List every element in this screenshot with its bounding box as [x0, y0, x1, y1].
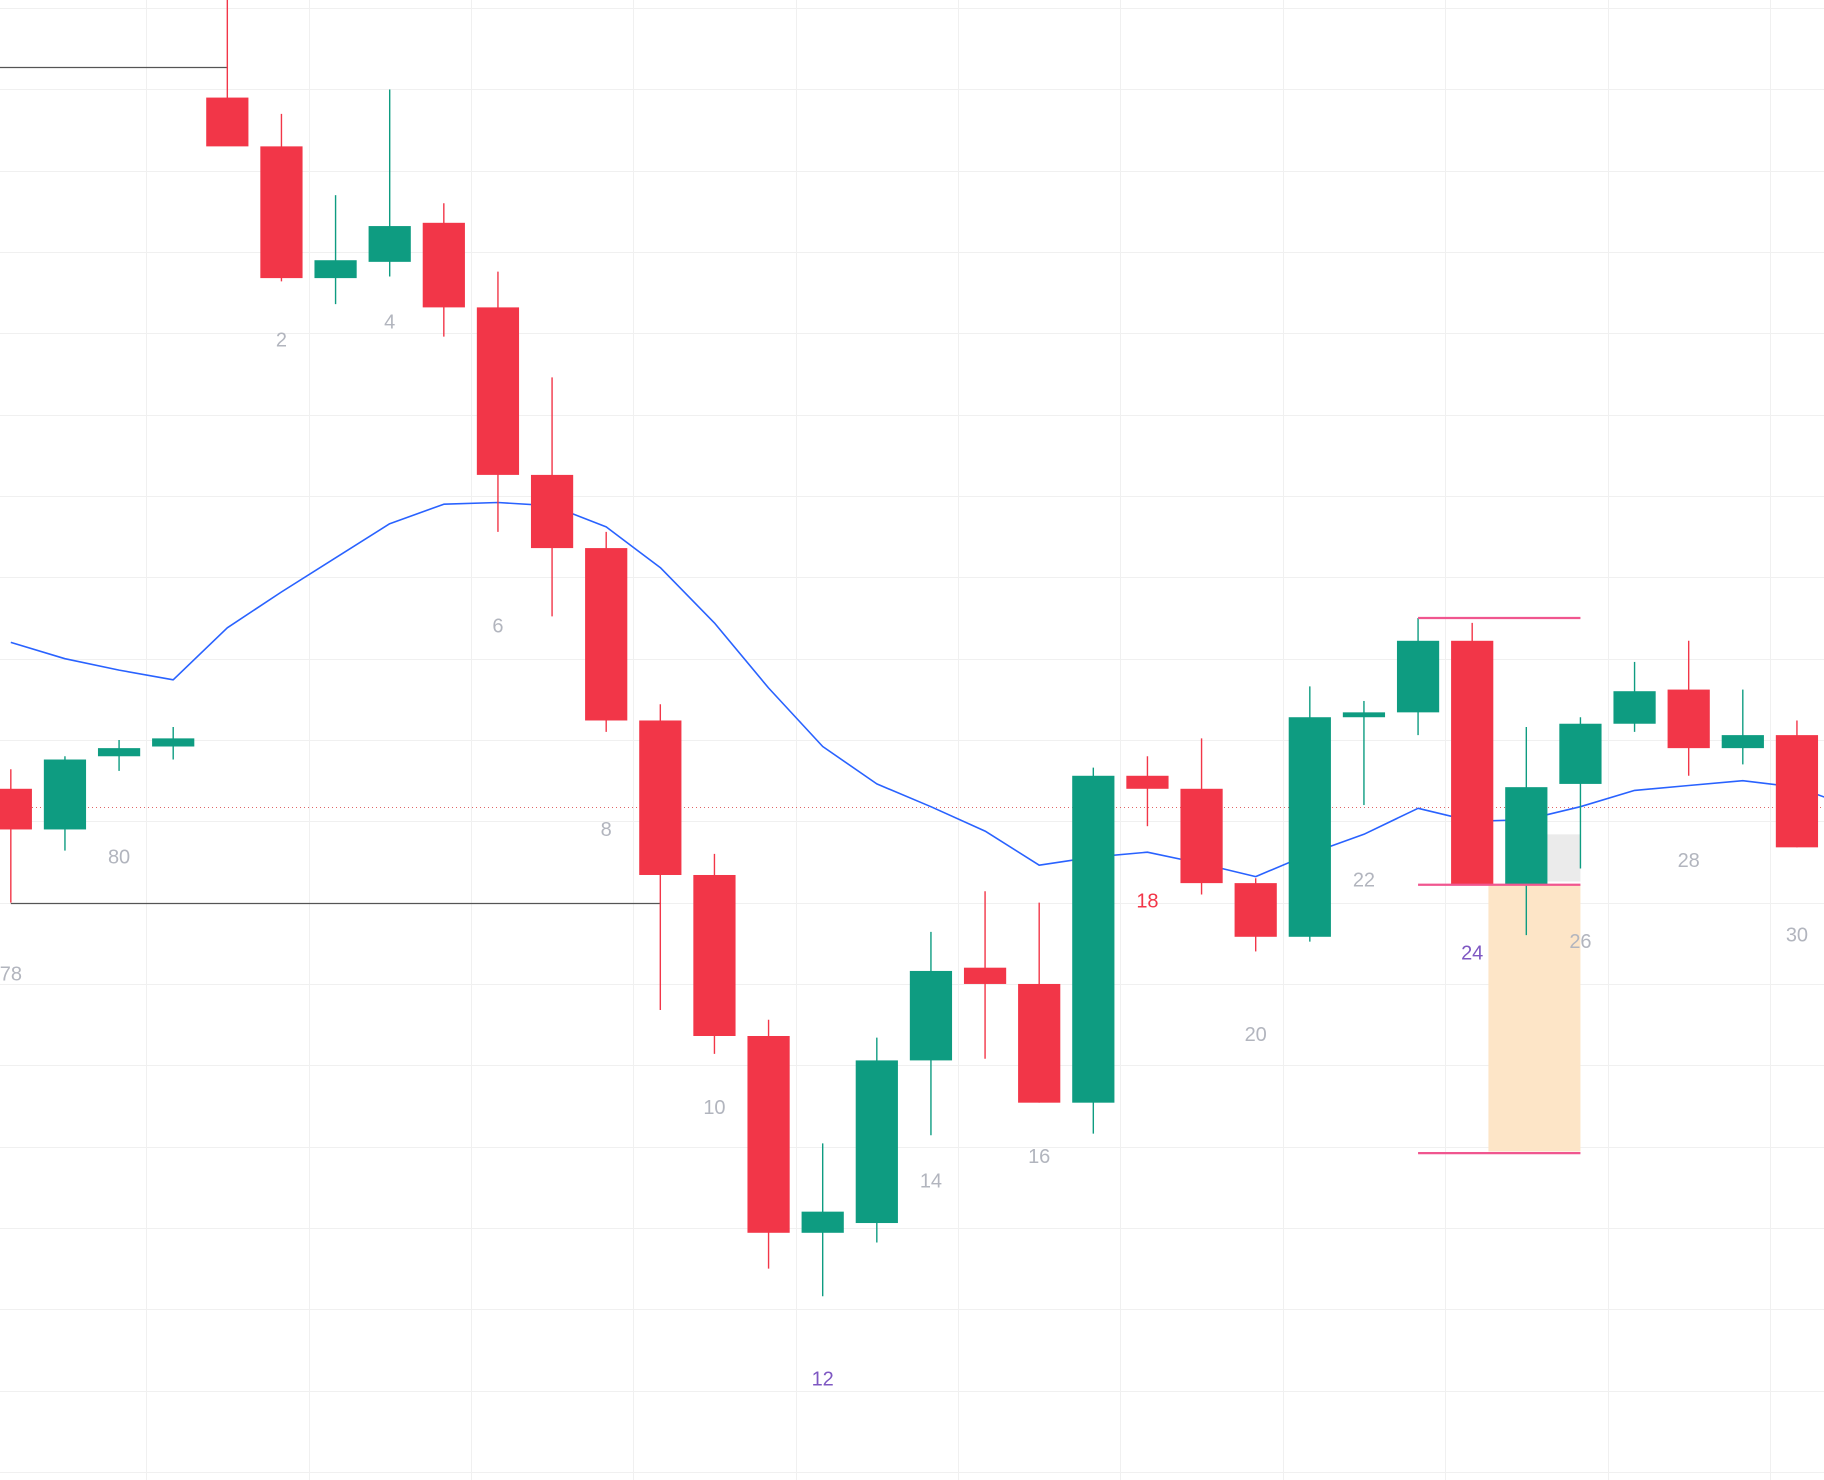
candle-down[interactable] — [530, 377, 574, 617]
bar-index-label: 22 — [1353, 869, 1375, 891]
candle-up[interactable] — [1342, 700, 1386, 806]
candle-body — [1018, 983, 1061, 1103]
candle-up[interactable] — [1396, 618, 1440, 736]
candle-down[interactable] — [422, 203, 465, 337]
candle-body — [1234, 883, 1277, 937]
bar-index-label: 8 — [601, 819, 612, 841]
candle-body — [585, 548, 628, 721]
candle-body — [422, 222, 465, 308]
candle-up[interactable] — [1613, 661, 1656, 732]
candle-down[interactable] — [0, 769, 32, 903]
candle-up[interactable] — [368, 89, 411, 277]
candle-body — [314, 260, 357, 279]
candle-down[interactable] — [747, 1019, 790, 1269]
bar-index-label: 80 — [108, 847, 130, 869]
bar-index-label: 30 — [1786, 925, 1808, 947]
candle-up[interactable] — [152, 726, 195, 760]
candle-down[interactable] — [1018, 902, 1061, 1103]
candle-body — [476, 307, 520, 475]
candle-down[interactable] — [476, 271, 520, 532]
candle-body — [1288, 717, 1331, 937]
candle-up[interactable] — [1559, 717, 1602, 869]
candle-body — [368, 226, 411, 262]
candle-down[interactable] — [585, 531, 628, 732]
range-brackets — [1418, 616, 1581, 1155]
candle-body — [639, 720, 682, 875]
candle-up[interactable] — [909, 931, 953, 1136]
candle-body — [260, 146, 303, 279]
candle-body — [1180, 788, 1223, 884]
candle-body — [43, 759, 87, 830]
bar-index-label: 28 — [1678, 850, 1700, 872]
candle-body — [1072, 775, 1115, 1103]
moving-average-layer — [10, 501, 1824, 878]
candle-body — [963, 967, 1007, 984]
bar-index-label: 26 — [1569, 931, 1591, 953]
candle-down[interactable] — [1451, 622, 1494, 885]
candle-up[interactable] — [97, 740, 141, 771]
candle-body — [0, 788, 32, 830]
candle-up[interactable] — [1505, 726, 1548, 936]
candle-up[interactable] — [43, 756, 87, 851]
bar-index-label: 2 — [276, 329, 287, 351]
candle-down[interactable] — [1667, 640, 1710, 776]
candle-body — [1667, 689, 1710, 749]
bar-index-label: 6 — [492, 616, 503, 638]
candle-body — [1775, 735, 1819, 848]
highlight-zones — [1488, 834, 1581, 1152]
candle-up[interactable] — [801, 1143, 844, 1297]
bar-index-label: 24 — [1461, 943, 1483, 965]
candle-body — [206, 97, 249, 147]
candle-up[interactable] — [1288, 686, 1331, 942]
candle-body — [530, 474, 574, 549]
candle-down[interactable] — [1775, 720, 1819, 848]
candle-down[interactable] — [963, 891, 1007, 1059]
candle-up[interactable] — [1072, 767, 1115, 1134]
candles-layer[interactable] — [0, 0, 1824, 1297]
bar-index-label: 78 — [0, 964, 22, 986]
candle-down[interactable] — [1126, 756, 1169, 827]
candle-body — [1126, 775, 1169, 789]
bar-index-labels: 78802468101214161820222426283032 — [0, 312, 1808, 1391]
candle-up[interactable] — [855, 1037, 898, 1243]
candle-body — [1559, 723, 1602, 784]
candle-body — [1613, 691, 1656, 724]
candle-down[interactable] — [260, 113, 303, 282]
candle-body — [855, 1060, 898, 1224]
candle-body — [801, 1211, 844, 1233]
bar-index-label: 16 — [1028, 1146, 1050, 1168]
candle-down[interactable] — [639, 704, 682, 1010]
moving-average-line — [10, 501, 1824, 878]
highlight-zone — [1488, 884, 1581, 1152]
bar-index-label: 14 — [920, 1170, 942, 1192]
candle-body — [1396, 640, 1440, 713]
candle-body — [747, 1036, 790, 1233]
candle-body — [1721, 735, 1764, 749]
bar-index-label: 20 — [1245, 1024, 1267, 1046]
bar-index-label: 18 — [1136, 891, 1158, 913]
candle-down[interactable] — [1234, 878, 1277, 952]
candle-up[interactable] — [1721, 689, 1764, 765]
candle-body — [152, 738, 195, 747]
candle-body — [1451, 640, 1494, 885]
candle-down[interactable] — [693, 853, 736, 1054]
candle-body — [909, 970, 953, 1061]
bar-index-label: 12 — [812, 1369, 834, 1391]
candle-body — [693, 874, 736, 1036]
candle-body — [1342, 712, 1386, 718]
bar-index-label: 10 — [703, 1097, 725, 1119]
bar-index-label: 4 — [384, 312, 395, 334]
candle-body — [97, 748, 141, 757]
candle-body — [1505, 787, 1548, 885]
candle-down[interactable] — [1180, 738, 1223, 895]
candle-down[interactable] — [206, 0, 249, 147]
candle-up[interactable] — [314, 195, 357, 305]
